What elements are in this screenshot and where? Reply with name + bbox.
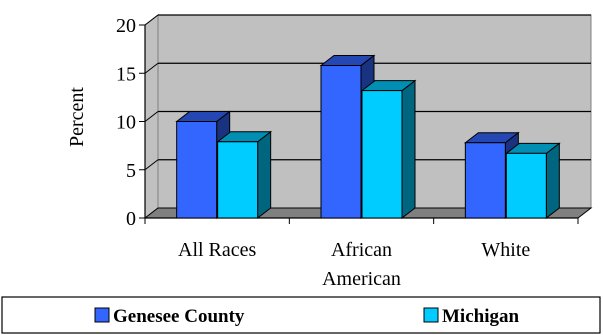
legend-label: Genesee County	[113, 306, 245, 327]
legend-swatch	[94, 307, 110, 323]
bars	[175, 54, 561, 220]
bar-side	[401, 79, 416, 220]
gridline-side	[144, 62, 159, 74]
y-tick-label: 5	[126, 160, 136, 182]
labels: 0 5 10 15 20 Percent All Races African American W…	[66, 15, 530, 290]
x-tick-label: All Races	[178, 239, 257, 261]
legend-swatch	[423, 307, 439, 323]
bar	[320, 65, 362, 219]
gridline-side	[144, 159, 159, 171]
y-tick-label: 15	[116, 63, 136, 85]
y-tick-label: 0	[126, 208, 136, 230]
bar	[464, 142, 506, 219]
y-tick-label: 10	[116, 112, 136, 134]
bar-side	[545, 142, 560, 220]
gridline-side	[144, 14, 159, 26]
bar	[176, 121, 218, 219]
bar	[217, 141, 259, 219]
bar	[505, 152, 547, 219]
bar	[361, 90, 403, 219]
gridline-side	[144, 111, 159, 122]
y-tick-label: 20	[116, 15, 136, 37]
x-tick-label: White	[481, 239, 530, 261]
legend-label: Michigan	[442, 306, 519, 327]
x-tick-label: African	[331, 239, 392, 261]
y-axis-label: Percent	[66, 87, 88, 147]
bar-side	[257, 130, 272, 220]
x-tick-label: American	[322, 268, 401, 290]
legend: Genesee County Michigan	[1, 296, 601, 334]
